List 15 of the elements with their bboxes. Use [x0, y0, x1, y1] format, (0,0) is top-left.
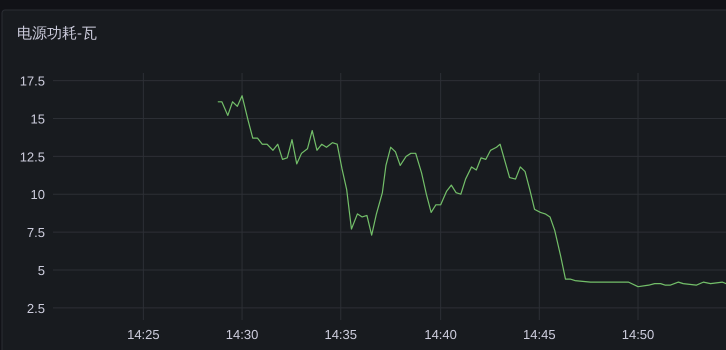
x-tick-label: 14:40: [424, 327, 457, 342]
chart-title: 电源功耗-瓦: [17, 25, 97, 42]
x-tick-label: 14:50: [622, 327, 654, 342]
y-tick-label: 5: [38, 262, 45, 278]
x-tick-label: 14:25: [127, 327, 160, 342]
x-tick-label: 14:45: [523, 327, 556, 342]
y-tick-label: 12.5: [20, 149, 45, 164]
y-tick-label: 2.5: [26, 300, 45, 316]
x-tick-label: 14:30: [226, 327, 258, 342]
x-tick-label: 14:35: [324, 327, 358, 342]
line-series: [218, 95, 726, 288]
y-tick-label: 10: [30, 187, 45, 202]
y-tick-label: 17.5: [20, 74, 45, 89]
y-tick-label: 7.5: [26, 225, 45, 240]
y-tick-label: 15: [30, 111, 45, 126]
